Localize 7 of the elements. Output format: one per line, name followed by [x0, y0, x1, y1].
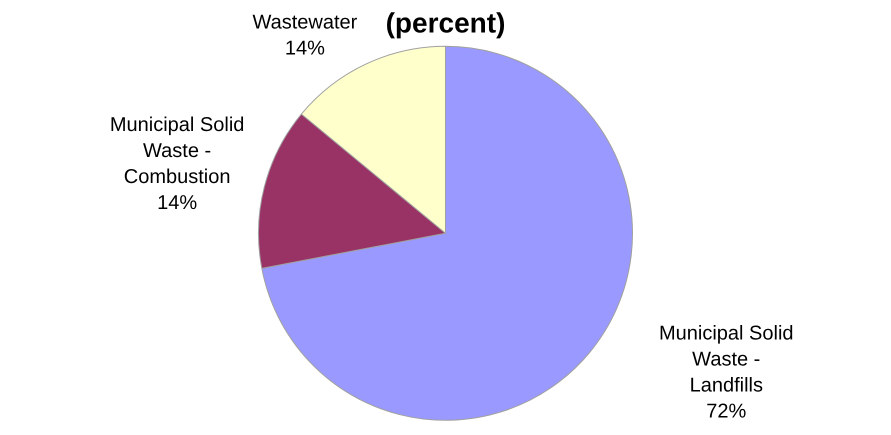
- slice-label: Municipal Solid Waste - Landfills: [659, 322, 794, 397]
- data-label: 14%: [157, 192, 198, 214]
- data-label: 14%: [284, 38, 326, 60]
- slice-label: Municipal Solid Waste - Combustion: [110, 114, 244, 188]
- data-label: 72%: [706, 400, 746, 423]
- chart-title: (percent): [386, 8, 506, 39]
- slice-label: Wastewater: [252, 12, 358, 34]
